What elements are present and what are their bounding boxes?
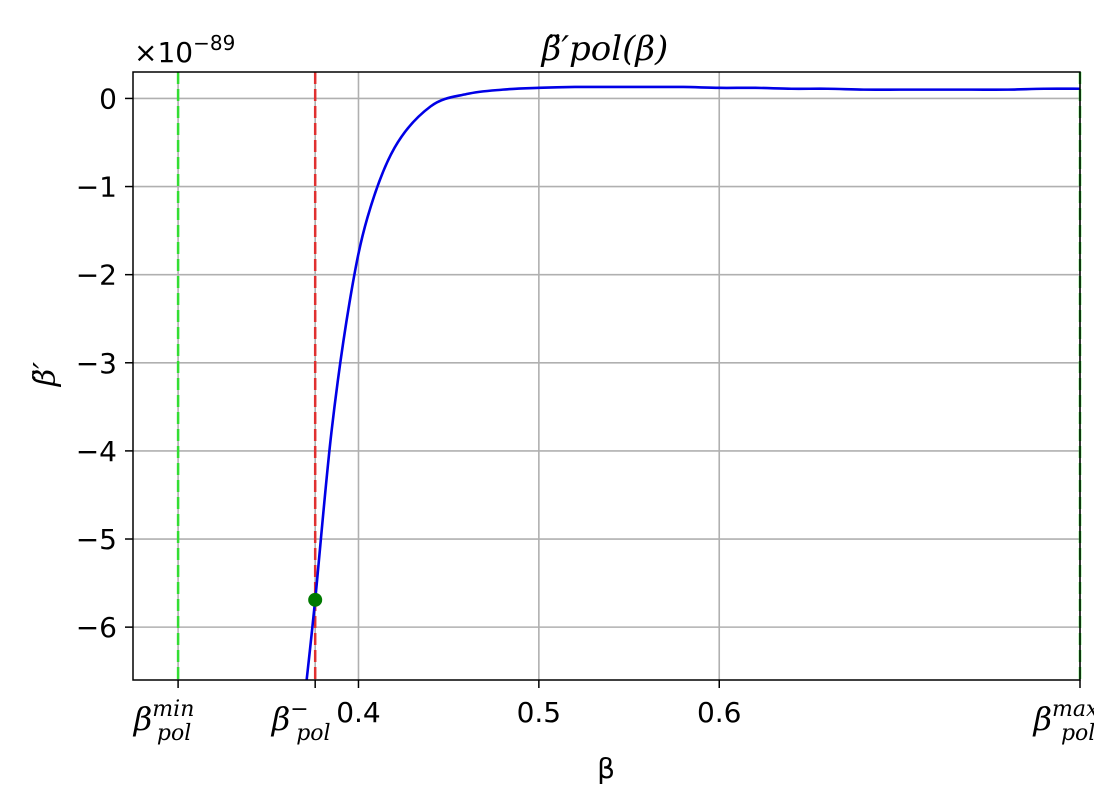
x-tick-label: 0.6 bbox=[697, 696, 742, 729]
y-offset-text: ×10−89 bbox=[134, 31, 235, 69]
x-tick-label: 0.5 bbox=[517, 696, 562, 729]
reference-lines bbox=[176, 72, 1082, 680]
series-layer bbox=[305, 85, 1080, 680]
series-line bbox=[305, 85, 1080, 680]
y-axis-ticks: 0 −1 −2 −3 −4 −5 −6 bbox=[76, 82, 133, 644]
chart-title: β̈′pol(β) bbox=[540, 29, 669, 69]
y-tick-label: −1 bbox=[76, 171, 117, 204]
point-layer bbox=[308, 592, 323, 607]
y-offset-base: ×10 bbox=[134, 36, 193, 69]
x-tick-label: βmin pol bbox=[133, 697, 195, 746]
y-tick-label: 0 bbox=[99, 82, 117, 115]
x-tick-label: βmax pol bbox=[1033, 697, 1094, 746]
y-tick-label: −6 bbox=[76, 611, 117, 644]
x-tick-label: β− pol bbox=[271, 697, 331, 746]
y-offset-exponent: −89 bbox=[193, 31, 235, 55]
data-point bbox=[308, 592, 323, 607]
plot-frame bbox=[132, 71, 1081, 681]
x-axis-label: β bbox=[597, 752, 615, 785]
y-tick-label: −4 bbox=[76, 435, 117, 468]
x-tick-label: 0.4 bbox=[336, 696, 381, 729]
grid-lines bbox=[133, 72, 1081, 680]
y-axis-label: β̈′ bbox=[28, 362, 63, 387]
y-tick-label: −5 bbox=[76, 523, 117, 556]
y-tick-label: −3 bbox=[76, 347, 117, 380]
y-tick-label: −2 bbox=[76, 259, 117, 292]
